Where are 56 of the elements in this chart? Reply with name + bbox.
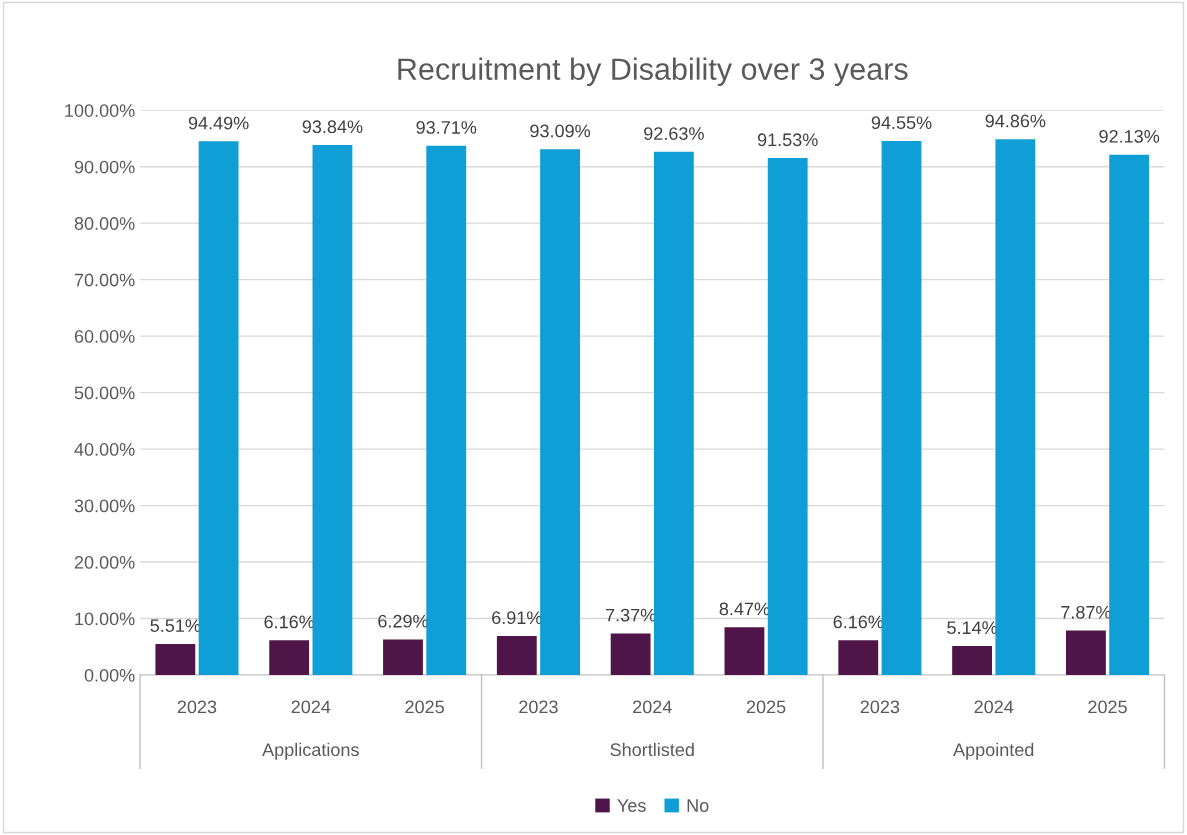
text: Shortlisted (610, 742, 694, 757)
bar (155, 643, 196, 676)
y-tick-label: 0.00% (84, 668, 135, 682)
data-label: 91.53% (757, 133, 818, 147)
bar (1109, 154, 1150, 676)
bar (426, 145, 467, 676)
data-label: 93.71% (416, 121, 477, 134)
x-tick-label: 2023 (519, 700, 558, 714)
bar (610, 633, 651, 676)
bar (653, 151, 694, 676)
data-label: 8.47% (719, 602, 770, 616)
x-tick-label: 2025 (746, 700, 786, 714)
data-label: 94.55% (871, 116, 932, 130)
bar (1065, 630, 1106, 676)
bar (540, 149, 580, 676)
y-tick-label: 100.00% (65, 104, 135, 117)
data-label: 94.49% (188, 116, 249, 130)
bar (724, 627, 765, 676)
bar (312, 145, 353, 676)
legend-label: Yes (617, 799, 646, 812)
bar (767, 158, 808, 676)
y-tick-label: 40.00% (74, 443, 135, 456)
data-label: 93.09% (530, 124, 591, 138)
x-tick-label: 2023 (177, 700, 217, 714)
bar (952, 645, 993, 676)
legend-label: No (687, 799, 709, 812)
text: Appointed (953, 742, 1034, 760)
bar (269, 640, 310, 676)
data-label: 5.51% (150, 619, 201, 632)
bar (995, 139, 1036, 676)
bar (383, 639, 423, 676)
bar (838, 640, 879, 676)
x-tick-label: 2023 (860, 700, 900, 714)
x-tick-label: 2025 (405, 700, 444, 714)
text: Applications (262, 742, 359, 760)
data-label: 92.63% (644, 127, 704, 140)
bar (881, 141, 922, 676)
y-tick-label: 50.00% (74, 386, 135, 400)
x-tick-label: 2024 (291, 700, 331, 714)
data-label: 94.86% (985, 114, 1046, 128)
y-tick-label: 60.00% (74, 330, 135, 343)
y-tick-label: 10.00% (75, 612, 135, 626)
data-label: 93.84% (302, 120, 363, 134)
y-tick-label: 30.00% (74, 499, 135, 513)
x-tick-label: 2025 (1088, 700, 1127, 714)
data-label: 92.13% (1099, 129, 1160, 143)
bar (198, 141, 239, 676)
y-tick-label: 80.00% (74, 217, 135, 230)
data-label: 6.16% (833, 615, 884, 629)
x-tick-label: 2024 (974, 700, 1014, 714)
y-tick-label: 70.00% (74, 273, 135, 287)
y-tick-label: 90.00% (74, 160, 135, 174)
y-tick-label: 20.00% (74, 555, 135, 569)
bar (496, 635, 537, 676)
x-tick-label: 2024 (633, 700, 672, 714)
chart-title: Recruitment by Disability over 3 years (398, 57, 908, 86)
